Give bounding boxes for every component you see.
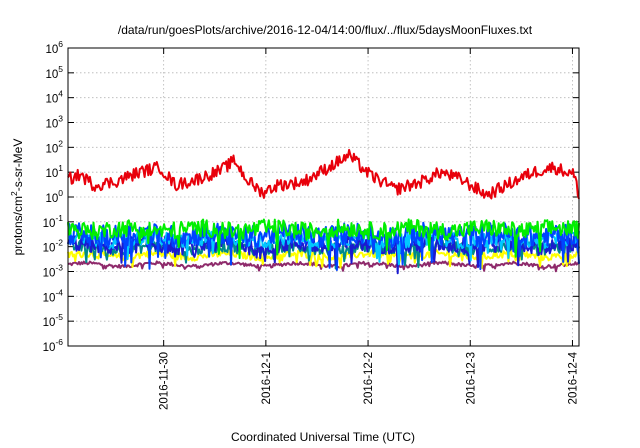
x-tick-label: 2016-12-2 (363, 352, 375, 404)
series-line (67, 221, 580, 271)
series-line (67, 218, 580, 260)
y-tick-label: 10-1 (43, 213, 64, 230)
grid (68, 47, 579, 347)
y-tick-label: 10-6 (43, 337, 64, 354)
series-line (67, 249, 580, 269)
y-tick-label: 10-5 (43, 312, 64, 329)
series-line (67, 260, 580, 273)
x-tick-label: 2016-12-1 (261, 352, 273, 404)
series-line (67, 148, 580, 200)
plot-frame (67, 47, 580, 347)
y-tick-label: 104 (45, 89, 63, 106)
y-tick-label: 101 (45, 163, 63, 180)
y-axis-label: protons/cm2-s-sr-MeV (9, 139, 25, 256)
y-tick-label: 106 (45, 39, 63, 56)
x-tick-label: 2016-12-4 (567, 351, 579, 404)
y-tick-label: 10-3 (43, 263, 64, 280)
x-axis-label: Coordinated Universal Time (UTC) (231, 430, 415, 444)
y-tick-label: 10-2 (43, 238, 64, 255)
x-tick-label: 2016-11-30 (159, 352, 171, 410)
series-lines (67, 148, 580, 275)
y-tick-label: 10-4 (43, 287, 64, 304)
x-tick-label: 2016-12-3 (465, 352, 477, 404)
y-tick-label: 103 (45, 114, 63, 131)
y-tick-label: 102 (45, 138, 63, 155)
x-tick-labels: 2016-11-30 2016-12-1 2016-12-2 2016-12-3 201… (159, 351, 580, 410)
y-tick-label: 100 (45, 188, 63, 205)
chart-title: /data/run/goesPlots/archive/2016-12-04/1… (118, 23, 533, 37)
y-tick-labels: 106 105 104 103 102 101 100 10-1 10-2 10-3 10-4 10-… (43, 39, 64, 354)
y-tick-label: 105 (45, 64, 63, 81)
